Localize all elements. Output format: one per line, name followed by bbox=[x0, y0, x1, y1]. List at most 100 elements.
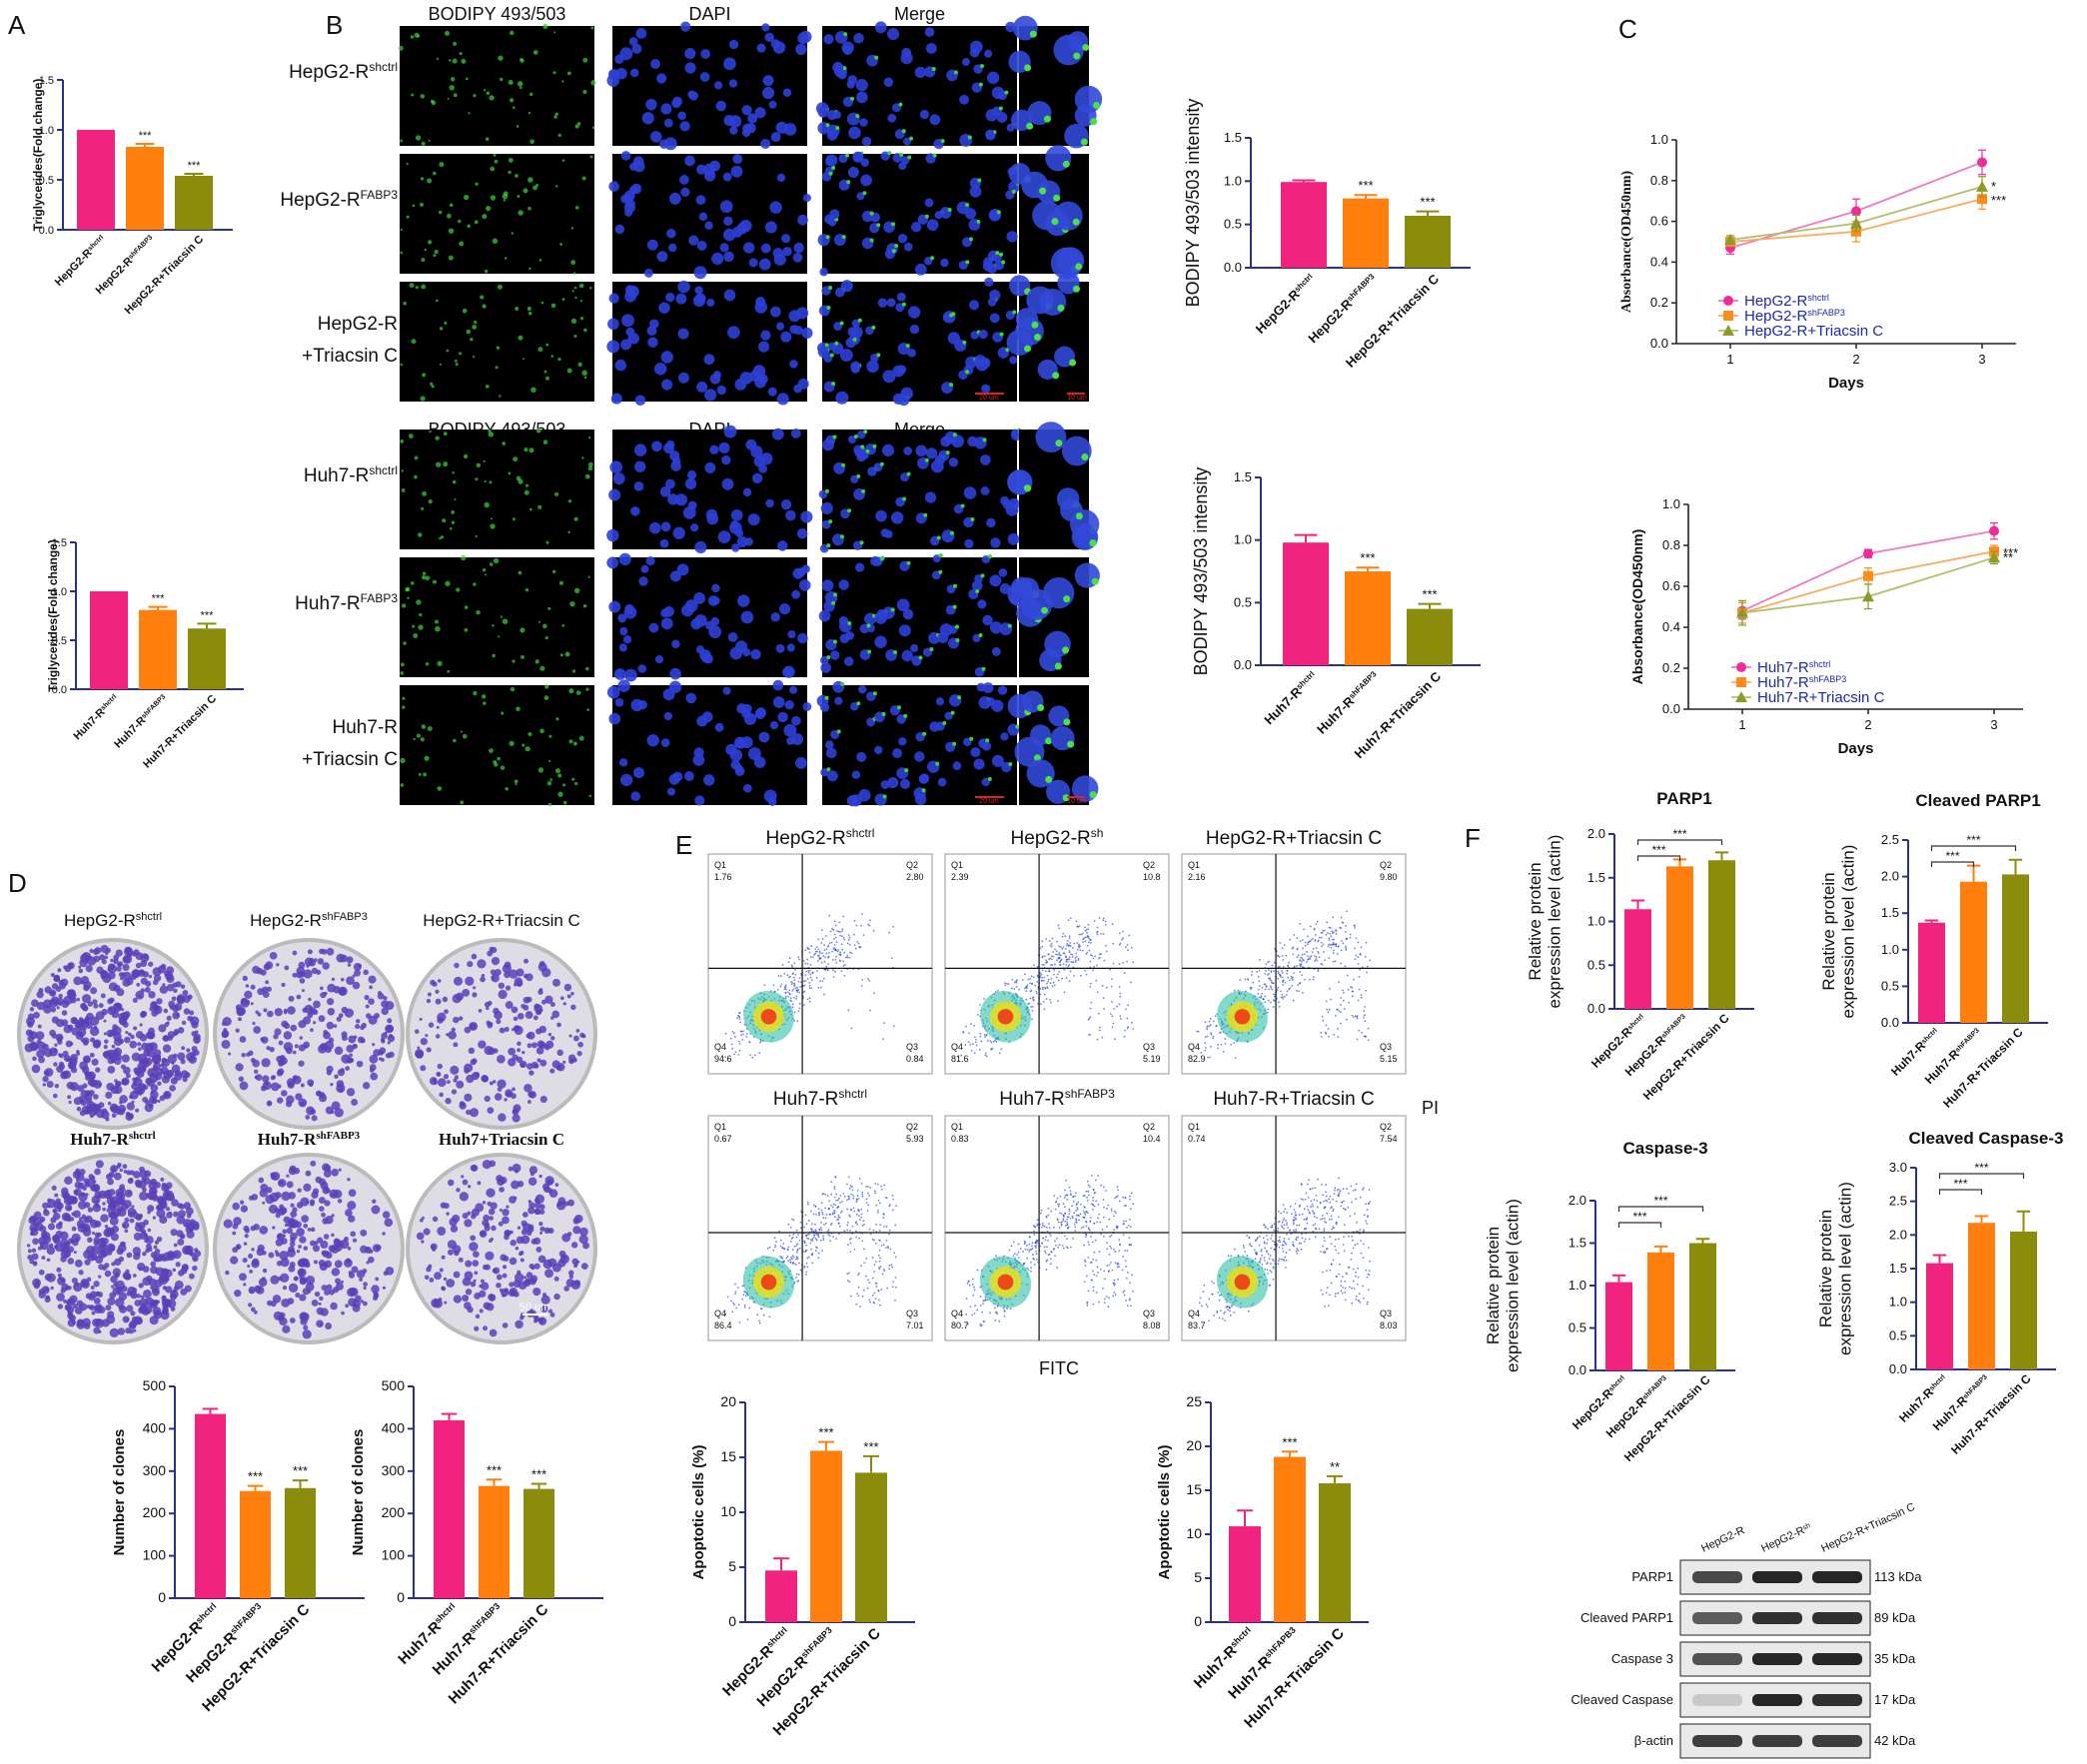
legend-entry: Huh7-R+Triacsin C bbox=[1757, 689, 1885, 706]
bar bbox=[1918, 922, 1945, 1023]
hepg2-row-label: HepG2-R bbox=[318, 314, 398, 335]
quadrant-value: 5.19 bbox=[1143, 1054, 1161, 1064]
significance-label: *** bbox=[1282, 1434, 1297, 1449]
y-tick-label: 0.5 bbox=[1881, 978, 1899, 993]
y-tick-label: 1.0 bbox=[1568, 1278, 1586, 1293]
blot-band bbox=[1752, 1694, 1802, 1706]
chart-title: Cleaved Caspase-3 bbox=[1909, 1129, 2064, 1148]
y-axis-label: Relative protein bbox=[1819, 872, 1838, 990]
colony-dish bbox=[213, 938, 405, 1130]
y-tick-label: 400 bbox=[143, 1419, 167, 1435]
scale-bar-label: 10 um bbox=[1067, 395, 1087, 402]
quadrant-value: 7.01 bbox=[906, 1321, 924, 1330]
y-tick-label: 200 bbox=[382, 1504, 406, 1520]
y-tick-label: 2.0 bbox=[1889, 1227, 1907, 1242]
quadrant-name: Q4 bbox=[951, 1309, 963, 1319]
marker bbox=[1977, 194, 1987, 205]
western-blot: HepG2-R HepG2-Rsh HepG2-R+Triacsin C PARP1 1… bbox=[1570, 1501, 1922, 1759]
marker bbox=[1977, 157, 1987, 168]
bar bbox=[855, 1472, 887, 1622]
y-tick-label: 1.0 bbox=[1234, 532, 1252, 547]
y-tick-label: 15 bbox=[720, 1448, 736, 1464]
y-axis-label: expression level (actin) bbox=[1836, 1182, 1855, 1355]
quadrant-name: Q2 bbox=[1143, 1122, 1155, 1132]
bar bbox=[1605, 1282, 1632, 1370]
huh7-row-label: Huh7-RFABP3 bbox=[295, 591, 398, 614]
bar-chart-F_parp1: 0.0 0.5 1.0 1.5 2.0 Relative protein expressio… bbox=[1526, 789, 1754, 1103]
y-tick-label: 0.0 bbox=[1234, 657, 1252, 672]
legend-entry: Huh7-Rshctrl bbox=[1757, 659, 1830, 676]
marker bbox=[1850, 217, 1862, 229]
y-tick-label: 300 bbox=[382, 1462, 406, 1478]
colony-dish bbox=[406, 1153, 597, 1344]
flow-plot-title: HepG2-Rsh bbox=[1011, 826, 1104, 849]
dish-label: HepG2-RshFABP3 bbox=[250, 911, 368, 930]
significance-label: *** bbox=[1945, 849, 1959, 863]
y-tick-label: 0.0 bbox=[39, 225, 54, 237]
micrograph-dapi bbox=[608, 151, 811, 280]
category-label: HepG2-RshFABP3 bbox=[183, 1601, 268, 1686]
y-tick-label: 1.5 bbox=[1568, 1236, 1586, 1251]
micrograph-bodipy bbox=[400, 282, 594, 402]
quadrant-name: Q2 bbox=[1380, 860, 1392, 870]
x-tick-label: 2 bbox=[1852, 352, 1859, 367]
bar bbox=[1960, 881, 1987, 1023]
quadrant-name: Q3 bbox=[906, 1042, 918, 1052]
significance-label: *** bbox=[1358, 178, 1373, 193]
bar-chart-F_caspase3: 0.0 0.5 1.0 1.5 2.0 Relative protein expressio… bbox=[1484, 1139, 1735, 1464]
significance-label: *** bbox=[1953, 1177, 1967, 1191]
scale-bar-label: 50 um bbox=[520, 1302, 550, 1314]
y-axis-label: Relative protein bbox=[1816, 1210, 1835, 1327]
x-tick-label: 3 bbox=[1978, 352, 1985, 367]
y-tick-label: 0.5 bbox=[39, 175, 54, 187]
significance-label: *** bbox=[1653, 1194, 1667, 1208]
y-tick-label: 0.5 bbox=[1224, 217, 1242, 232]
marker bbox=[1863, 548, 1873, 559]
blot-row-label: Caspase 3 bbox=[1611, 1651, 1673, 1666]
category-label: Huh7-Rshctrl bbox=[72, 693, 122, 743]
y-tick-label: 1.5 bbox=[1587, 870, 1605, 885]
significance-label: *** bbox=[818, 1425, 833, 1440]
blot-kda-label: 35 kDa bbox=[1874, 1651, 1916, 1666]
micrograph-merge bbox=[815, 21, 1017, 150]
bar bbox=[1319, 1482, 1351, 1622]
bar bbox=[77, 130, 115, 230]
blot-band bbox=[1752, 1571, 1802, 1583]
marker bbox=[1735, 691, 1747, 702]
lane-label: HepG2-Rsh bbox=[1759, 1521, 1813, 1555]
category-label: Huh7-R+Triacsin C bbox=[1940, 1025, 2026, 1111]
blot-band bbox=[1812, 1694, 1862, 1706]
flow-plot-title: Huh7-RshFABP3 bbox=[999, 1087, 1115, 1110]
chart-title: Caspase-3 bbox=[1622, 1139, 1707, 1158]
scale-bar-label: 20 um bbox=[979, 395, 999, 402]
blot-band bbox=[1752, 1653, 1802, 1665]
flow-cytometry-plot: Q1 2.16 Q2 9.80 Q4 82.9 Q3 5.15 bbox=[1181, 853, 1407, 1075]
y-tick-label: 2.5 bbox=[1881, 832, 1899, 847]
y-axis-label: BODIPY 493/503 intensity bbox=[1183, 99, 1203, 308]
blot-band bbox=[1812, 1653, 1862, 1665]
micrograph-bodipy bbox=[400, 428, 594, 549]
y-tick-label: 500 bbox=[382, 1377, 406, 1393]
dish-label: HepG2-R+Triacsin C bbox=[423, 911, 580, 930]
micrograph-zoom bbox=[1008, 15, 1103, 149]
micrograph-bodipy bbox=[398, 23, 596, 146]
bar bbox=[1708, 860, 1735, 1009]
marker bbox=[1736, 662, 1746, 672]
quadrant-name: Q4 bbox=[1188, 1309, 1200, 1319]
colony-dish bbox=[213, 1153, 405, 1344]
legend-entry: HepG2-RshFABP3 bbox=[1744, 308, 1845, 325]
micrograph-zoom bbox=[1006, 272, 1089, 402]
significance-label: *** bbox=[248, 1469, 263, 1484]
quadrant-value: 10.8 bbox=[1143, 872, 1161, 882]
colony-dish bbox=[406, 938, 597, 1130]
bar bbox=[126, 147, 164, 230]
y-tick-label: 1.5 bbox=[1234, 469, 1252, 484]
quadrant-value: 86.4 bbox=[714, 1321, 732, 1330]
dish-label: HepG2-Rshctrl bbox=[64, 911, 162, 930]
y-tick-label: 0.5 bbox=[1234, 594, 1252, 609]
line-chart-C_top: 0.0 0.2 0.4 0.6 0.8 1.0 1 2 3 Days Absorbance(OD45… bbox=[1619, 132, 2016, 392]
micrograph-merge bbox=[817, 277, 1018, 407]
y-tick-label: 0.4 bbox=[1650, 254, 1668, 269]
significance-label: *** bbox=[1422, 587, 1437, 602]
